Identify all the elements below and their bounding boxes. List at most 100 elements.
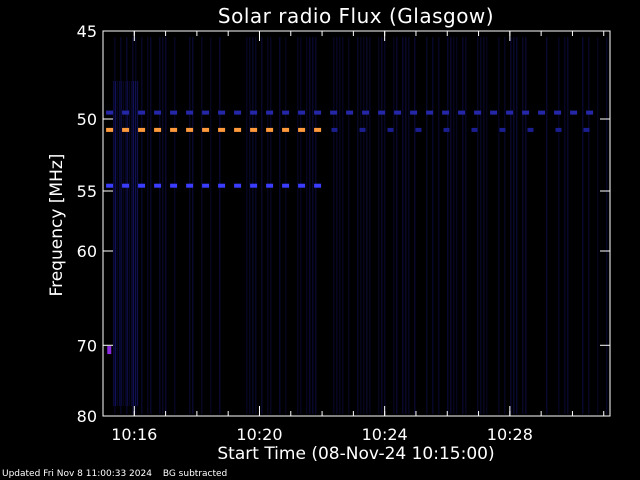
band-segment-1 — [154, 183, 162, 188]
y-tick-label: 50 — [77, 110, 97, 129]
band-segment-3 — [359, 127, 366, 132]
noise-streak — [127, 81, 129, 406]
band-segment-2 — [538, 110, 546, 115]
noise-streak — [336, 37, 338, 414]
band-segment-1 — [234, 183, 242, 188]
noise-streak — [363, 37, 365, 414]
band-segment-2 — [138, 110, 146, 115]
band-segment-0 — [266, 127, 274, 132]
y-tick-label: 70 — [77, 336, 97, 355]
noise-streak — [381, 37, 383, 414]
noise-streak — [252, 37, 254, 414]
noise-streak — [114, 37, 116, 414]
bg-subtracted-note: BG subtracted — [162, 469, 228, 479]
noise-streak — [300, 37, 302, 414]
band-segment-3 — [583, 127, 590, 132]
noise-streak — [121, 81, 123, 406]
noise-streak — [366, 37, 368, 414]
noise-streak — [201, 37, 203, 414]
noise-streak — [606, 37, 608, 414]
band-segment-2 — [570, 110, 578, 115]
noise-streak — [333, 37, 335, 414]
noise-streak — [120, 37, 122, 414]
band-segment-2 — [266, 110, 274, 115]
noise-streak — [483, 37, 485, 414]
noise-streak — [405, 37, 407, 414]
band-segment-2 — [426, 110, 434, 115]
band-segment-3 — [527, 127, 534, 132]
noise-streak — [360, 37, 362, 414]
hotspot-0 — [107, 346, 112, 355]
y-tick-label: 55 — [77, 182, 97, 201]
noise-streak — [189, 37, 191, 414]
noise-streak — [129, 81, 131, 406]
band-segment-2 — [522, 110, 530, 115]
noise-streak — [522, 37, 524, 414]
noise-streak — [348, 37, 350, 414]
band-segment-3 — [499, 127, 506, 132]
band-segment-1 — [314, 183, 322, 188]
noise-streak — [342, 37, 344, 414]
band-segment-3 — [331, 127, 338, 132]
noise-streak — [567, 37, 569, 414]
band-segment-2 — [202, 110, 210, 115]
band-segment-2 — [394, 110, 402, 115]
band-segment-0 — [282, 127, 290, 132]
noise-streak — [131, 81, 133, 406]
noise-streak — [453, 37, 455, 414]
band-segment-2 — [106, 110, 114, 115]
band-segment-2 — [586, 110, 594, 115]
noise-streak — [402, 37, 404, 414]
noise-streak — [396, 37, 398, 414]
noise-streak — [309, 37, 311, 414]
noise-streak — [132, 37, 134, 414]
band-segment-0 — [154, 127, 162, 132]
x-tick-label: 10:24 — [362, 425, 408, 444]
band-segment-2 — [122, 110, 130, 115]
noise-streak — [267, 37, 269, 414]
band-segment-1 — [298, 183, 306, 188]
updated-timestamp: Updated Fri Nov 8 11:00:33 2024 — [2, 469, 152, 479]
noise-streak — [477, 37, 479, 414]
band-segment-1 — [170, 183, 178, 188]
noise-streak — [378, 37, 380, 414]
band-segment-2 — [458, 110, 466, 115]
band-segment-3 — [471, 127, 478, 132]
band-segment-2 — [378, 110, 386, 115]
noise-streak — [306, 37, 308, 414]
band-segment-2 — [362, 110, 370, 115]
noise-streak — [504, 37, 506, 414]
noise-streak — [486, 37, 488, 414]
band-segment-1 — [266, 183, 274, 188]
noise-streak — [498, 37, 500, 414]
band-segment-3 — [443, 127, 450, 132]
band-segment-2 — [218, 110, 226, 115]
band-segment-0 — [314, 127, 322, 132]
noise-streak — [279, 37, 281, 414]
band-segment-2 — [298, 110, 306, 115]
noise-streak — [597, 37, 599, 414]
plot-area — [103, 31, 610, 416]
noise-streak — [285, 37, 287, 414]
band-segment-1 — [250, 183, 258, 188]
noise-streak — [588, 37, 590, 414]
noise-streak — [159, 37, 161, 414]
band-segment-2 — [250, 110, 258, 115]
band-segment-0 — [218, 127, 226, 132]
y-axis-label: Frequency [MHz] — [47, 153, 67, 297]
noise-streak — [450, 37, 452, 414]
y-tick-label: 45 — [77, 22, 97, 41]
band-segment-2 — [410, 110, 418, 115]
noise-streak — [456, 37, 458, 414]
plot-frame — [102, 30, 611, 417]
noise-streak — [582, 37, 584, 414]
band-segment-2 — [474, 110, 482, 115]
x-tick-label: 10:16 — [111, 425, 157, 444]
chart-title: Solar radio Flux (Glasgow) — [217, 4, 495, 28]
noise-streak — [513, 37, 515, 414]
band-segment-0 — [298, 127, 306, 132]
band-segment-2 — [282, 110, 290, 115]
band-segment-0 — [202, 127, 210, 132]
band-segment-1 — [106, 183, 114, 188]
